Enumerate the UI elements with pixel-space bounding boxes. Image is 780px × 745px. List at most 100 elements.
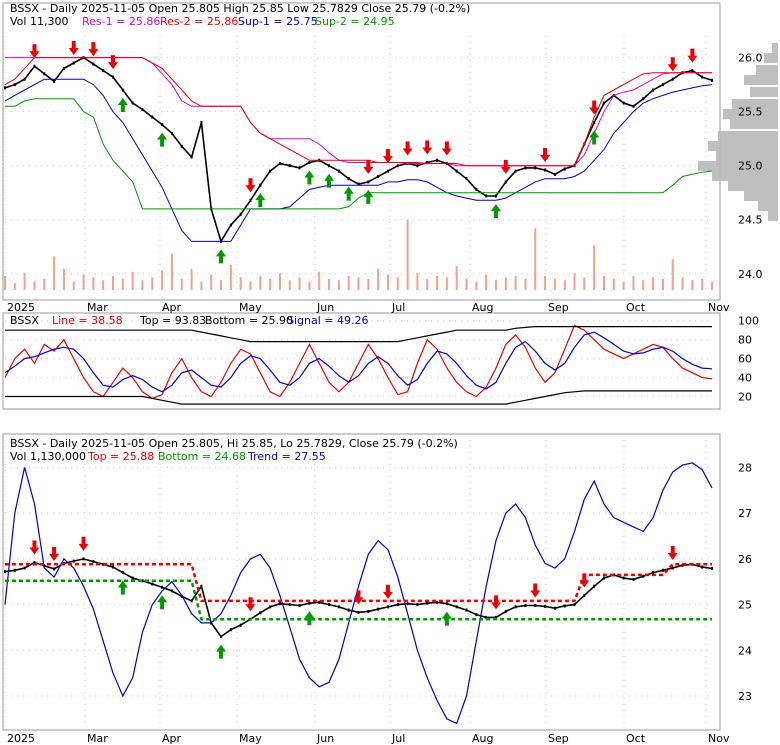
- close-point: [13, 83, 16, 87]
- buy-arrow-icon: [343, 186, 354, 201]
- volume-bar: [583, 277, 586, 290]
- volume-bar: [612, 278, 615, 290]
- volume-profile-bar: [732, 99, 778, 109]
- x-tick-label: 2025: [7, 301, 35, 314]
- y-tick-label: 23: [738, 690, 752, 703]
- close-point: [485, 615, 488, 619]
- close-point: [455, 169, 458, 173]
- y-tick-label: 24: [738, 644, 752, 657]
- close-point: [593, 584, 596, 588]
- volume-bar: [573, 273, 576, 290]
- close-point: [220, 635, 223, 639]
- series-top-line: [5, 326, 712, 343]
- series-bottom-line: [5, 390, 712, 405]
- close-point: [92, 560, 95, 564]
- x-tick-label: Sep: [548, 301, 569, 314]
- close-point: [386, 605, 389, 609]
- volume-bar: [33, 281, 36, 290]
- volume-bar: [23, 273, 26, 290]
- close-point: [632, 104, 635, 108]
- volume-profile-bar: [750, 87, 778, 97]
- close-point: [200, 584, 203, 588]
- sell-arrow-icon: [540, 148, 551, 163]
- trend-bottom-label: Bottom = 24.68: [158, 450, 246, 463]
- close-point: [269, 169, 272, 173]
- close-point: [524, 603, 527, 607]
- volume-bar: [180, 278, 183, 290]
- close-point: [308, 601, 311, 605]
- close-point: [632, 577, 635, 581]
- series-bottom-line: [5, 579, 712, 621]
- volume-bar: [475, 281, 478, 290]
- volume-bar: [426, 278, 429, 290]
- buy-arrow-icon: [216, 249, 227, 264]
- volume-bar: [318, 271, 321, 290]
- close-point: [583, 593, 586, 597]
- volume-profile-bar: [772, 43, 778, 53]
- sell-arrow-icon: [579, 573, 590, 588]
- series-close-line: [4, 56, 713, 244]
- close-point: [288, 164, 291, 168]
- x-tick-label: Mar: [87, 732, 108, 745]
- close-point: [534, 603, 537, 607]
- close-point: [671, 566, 674, 570]
- trend-volume-label: Vol 1,130,000: [10, 450, 86, 463]
- y-tick-label: 24.5: [738, 214, 763, 227]
- close-point: [33, 561, 36, 565]
- volume-bar: [151, 277, 154, 290]
- stochastic-panel-frame: [2, 312, 721, 410]
- close-point: [298, 166, 301, 170]
- buy-arrow-icon: [157, 132, 168, 147]
- buy-arrow-icon: [255, 193, 266, 208]
- volume-bar: [593, 245, 596, 290]
- volume-bar: [239, 277, 242, 290]
- close-point: [445, 602, 448, 606]
- x-tick-label: 2025: [7, 732, 35, 745]
- trend-trend-label: Trend = 27.55: [247, 450, 326, 463]
- x-tick-label: Apr: [162, 301, 182, 314]
- volume-bar: [544, 276, 547, 290]
- buy-arrow-icon: [216, 644, 227, 659]
- sell-arrow-icon: [245, 597, 256, 612]
- volume-bar: [524, 278, 527, 290]
- x-tick-label: Jul: [391, 732, 405, 745]
- volume-profile-bar: [712, 171, 778, 181]
- close-point: [514, 169, 517, 173]
- volume-bar: [259, 276, 262, 290]
- volume-bar: [436, 276, 439, 290]
- close-point: [53, 567, 56, 571]
- volume-profile-bar: [716, 151, 778, 161]
- close-point: [249, 198, 252, 202]
- volume-bar: [563, 280, 566, 290]
- close-point: [652, 571, 655, 575]
- sell-arrow-icon: [589, 100, 600, 115]
- y-tick-label: 20: [738, 391, 752, 404]
- volume-bar: [298, 277, 301, 290]
- close-point: [190, 155, 193, 159]
- close-point: [13, 568, 16, 572]
- sell-arrow-icon: [490, 595, 501, 610]
- volume-bar: [200, 281, 203, 290]
- close-point: [661, 568, 664, 572]
- volume-profile-bar: [764, 53, 778, 63]
- y-tick-label: 28: [738, 461, 752, 474]
- close-point: [82, 557, 85, 561]
- volume-bar: [92, 277, 95, 290]
- sell-arrow-icon: [353, 590, 364, 605]
- stochastic-panel: 100 80 60 40 20: [4, 315, 759, 405]
- close-point: [337, 169, 340, 173]
- price-panel-frame: [2, 2, 721, 301]
- volume-bar: [328, 278, 331, 290]
- close-point: [436, 158, 439, 162]
- volume-bar: [377, 269, 380, 290]
- x-tick-label: Oct: [626, 301, 646, 314]
- trend-header: BSSX - Daily 2025-11-05 Open 25.805, Hi …: [10, 437, 458, 450]
- volume-bar: [494, 280, 497, 290]
- volume-bar: [671, 259, 674, 290]
- close-point: [455, 605, 458, 609]
- series-line-line: [4, 324, 713, 400]
- close-point: [141, 579, 144, 583]
- close-point: [642, 97, 645, 101]
- stoch-signal-label: Signal = 49.26: [287, 314, 369, 327]
- sell-arrow-icon: [530, 583, 541, 598]
